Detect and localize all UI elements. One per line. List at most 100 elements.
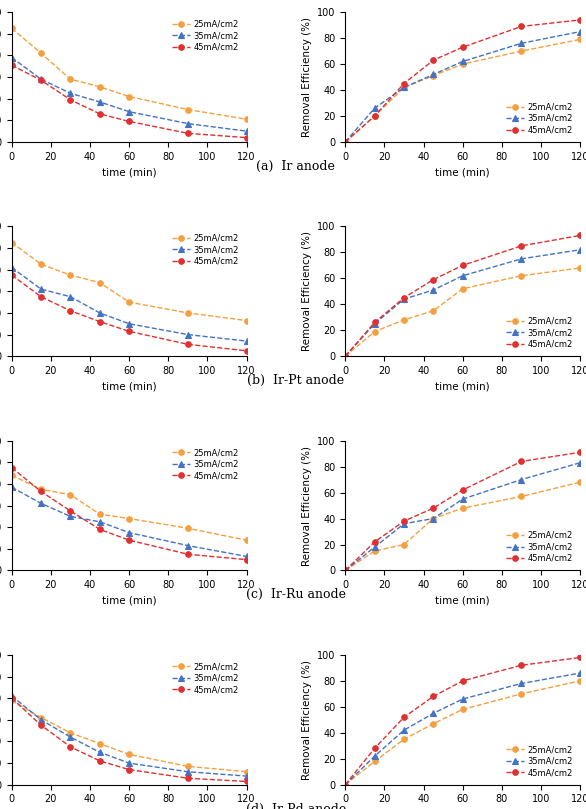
Line: 45mA/cm2: 45mA/cm2	[342, 654, 583, 787]
35mA/cm2	[125, 319, 132, 328]
35mA/cm2	[67, 511, 74, 521]
25mA/cm2	[38, 49, 45, 58]
35mA/cm2	[518, 254, 525, 264]
45mA/cm2	[125, 116, 132, 126]
45mA/cm2	[577, 15, 584, 25]
25mA/cm2	[8, 238, 15, 248]
X-axis label: time (min): time (min)	[435, 382, 490, 392]
35mA/cm2	[96, 517, 103, 527]
35mA/cm2	[459, 57, 466, 66]
Y-axis label: Removal Efficiency (%): Removal Efficiency (%)	[302, 446, 312, 565]
25mA/cm2	[430, 71, 437, 81]
35mA/cm2	[96, 97, 103, 107]
45mA/cm2	[430, 275, 437, 285]
45mA/cm2	[96, 317, 103, 327]
45mA/cm2	[8, 270, 15, 280]
25mA/cm2	[430, 514, 437, 523]
35mA/cm2	[185, 540, 192, 550]
35mA/cm2	[459, 694, 466, 704]
35mA/cm2	[518, 39, 525, 49]
45mA/cm2	[243, 346, 250, 356]
Line: 25mA/cm2: 25mA/cm2	[342, 265, 583, 359]
35mA/cm2	[459, 271, 466, 281]
Line: 25mA/cm2: 25mA/cm2	[342, 678, 583, 787]
Line: 35mA/cm2: 35mA/cm2	[342, 671, 583, 787]
Legend: 25mA/cm2, 35mA/cm2, 45mA/cm2: 25mA/cm2, 35mA/cm2, 45mA/cm2	[502, 313, 576, 352]
45mA/cm2	[96, 109, 103, 119]
Line: 35mA/cm2: 35mA/cm2	[342, 460, 583, 574]
25mA/cm2	[400, 540, 407, 549]
25mA/cm2	[38, 485, 45, 494]
35mA/cm2	[38, 74, 45, 84]
45mA/cm2	[518, 456, 525, 466]
25mA/cm2	[96, 277, 103, 287]
35mA/cm2	[342, 138, 349, 147]
Line: 25mA/cm2: 25mA/cm2	[342, 480, 583, 574]
25mA/cm2	[8, 470, 15, 480]
45mA/cm2	[518, 660, 525, 670]
35mA/cm2	[342, 351, 349, 361]
25mA/cm2	[371, 756, 378, 766]
45mA/cm2	[577, 447, 584, 457]
35mA/cm2	[400, 294, 407, 304]
35mA/cm2	[185, 330, 192, 340]
45mA/cm2	[342, 138, 349, 147]
35mA/cm2	[243, 337, 250, 346]
25mA/cm2	[125, 514, 132, 523]
25mA/cm2	[185, 308, 192, 318]
35mA/cm2	[67, 88, 74, 98]
45mA/cm2	[67, 506, 74, 516]
Line: 25mA/cm2: 25mA/cm2	[9, 697, 250, 774]
45mA/cm2	[430, 55, 437, 65]
45mA/cm2	[342, 780, 349, 790]
25mA/cm2	[459, 284, 466, 294]
45mA/cm2	[125, 536, 132, 545]
25mA/cm2	[342, 138, 349, 147]
35mA/cm2	[38, 284, 45, 294]
45mA/cm2	[8, 61, 15, 70]
Line: 35mA/cm2: 35mA/cm2	[9, 485, 250, 559]
35mA/cm2	[577, 27, 584, 36]
35mA/cm2	[430, 70, 437, 79]
45mA/cm2	[8, 693, 15, 703]
35mA/cm2	[371, 319, 378, 328]
35mA/cm2	[400, 519, 407, 528]
25mA/cm2	[243, 536, 250, 545]
X-axis label: time (min): time (min)	[102, 167, 156, 177]
Line: 45mA/cm2: 45mA/cm2	[9, 62, 250, 141]
X-axis label: time (min): time (min)	[435, 167, 490, 177]
45mA/cm2	[38, 75, 45, 85]
35mA/cm2	[243, 552, 250, 561]
25mA/cm2	[243, 316, 250, 325]
25mA/cm2	[96, 82, 103, 91]
25mA/cm2	[400, 735, 407, 744]
25mA/cm2	[459, 503, 466, 513]
45mA/cm2	[371, 743, 378, 753]
45mA/cm2	[125, 327, 132, 337]
45mA/cm2	[400, 78, 407, 88]
25mA/cm2	[400, 83, 407, 92]
25mA/cm2	[125, 91, 132, 101]
Line: 25mA/cm2: 25mA/cm2	[9, 239, 250, 324]
45mA/cm2	[243, 133, 250, 142]
Line: 45mA/cm2: 45mA/cm2	[9, 465, 250, 562]
25mA/cm2	[400, 315, 407, 324]
25mA/cm2	[38, 260, 45, 269]
Line: 35mA/cm2: 35mA/cm2	[9, 55, 250, 134]
35mA/cm2	[430, 514, 437, 523]
35mA/cm2	[577, 458, 584, 468]
Line: 45mA/cm2: 45mA/cm2	[9, 273, 250, 354]
45mA/cm2	[38, 292, 45, 302]
25mA/cm2	[67, 728, 74, 738]
25mA/cm2	[243, 114, 250, 124]
35mA/cm2	[96, 748, 103, 757]
45mA/cm2	[185, 340, 192, 349]
35mA/cm2	[342, 780, 349, 790]
45mA/cm2	[459, 485, 466, 495]
Y-axis label: Removal Efficiency (%): Removal Efficiency (%)	[302, 17, 312, 137]
25mA/cm2	[577, 263, 584, 273]
25mA/cm2	[371, 111, 378, 121]
35mA/cm2	[185, 119, 192, 129]
25mA/cm2	[518, 492, 525, 502]
35mA/cm2	[125, 527, 132, 537]
